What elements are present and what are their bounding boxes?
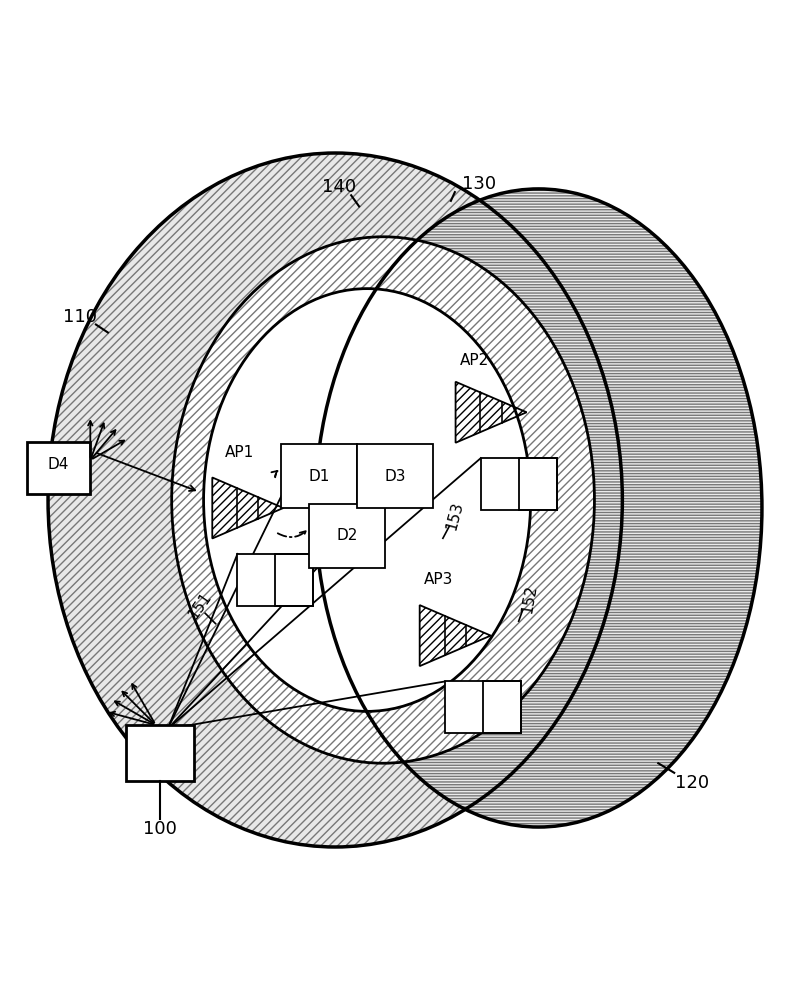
Text: 130: 130 [462, 175, 496, 193]
Ellipse shape [48, 153, 622, 847]
Bar [519, 458, 557, 510]
Bar [238, 554, 314, 606]
Bar [519, 458, 557, 510]
Text: 140: 140 [322, 178, 356, 196]
Text: AP1: AP1 [225, 445, 254, 460]
Text: D4: D4 [48, 457, 69, 472]
Text: 152: 152 [519, 583, 539, 614]
Text: 100: 100 [143, 820, 177, 838]
Bar [276, 554, 314, 606]
Bar [281, 444, 357, 508]
Bar [480, 458, 557, 510]
Text: 120: 120 [675, 774, 708, 792]
Text: D1: D1 [309, 469, 330, 484]
Bar [276, 554, 314, 606]
Ellipse shape [204, 289, 530, 711]
Bar [357, 444, 433, 508]
Text: 110: 110 [63, 308, 97, 326]
Ellipse shape [172, 237, 595, 763]
Text: 153: 153 [444, 500, 466, 532]
Text: 151: 151 [185, 589, 214, 621]
Ellipse shape [315, 189, 762, 827]
Bar [445, 681, 521, 733]
Text: D3: D3 [384, 469, 405, 484]
Text: AP3: AP3 [424, 572, 454, 587]
Bar [310, 504, 385, 568]
Bar [483, 681, 521, 733]
Text: AP2: AP2 [460, 353, 489, 368]
Bar [27, 442, 90, 494]
Bar [483, 681, 521, 733]
Bar [126, 725, 193, 781]
Text: D2: D2 [336, 528, 358, 543]
